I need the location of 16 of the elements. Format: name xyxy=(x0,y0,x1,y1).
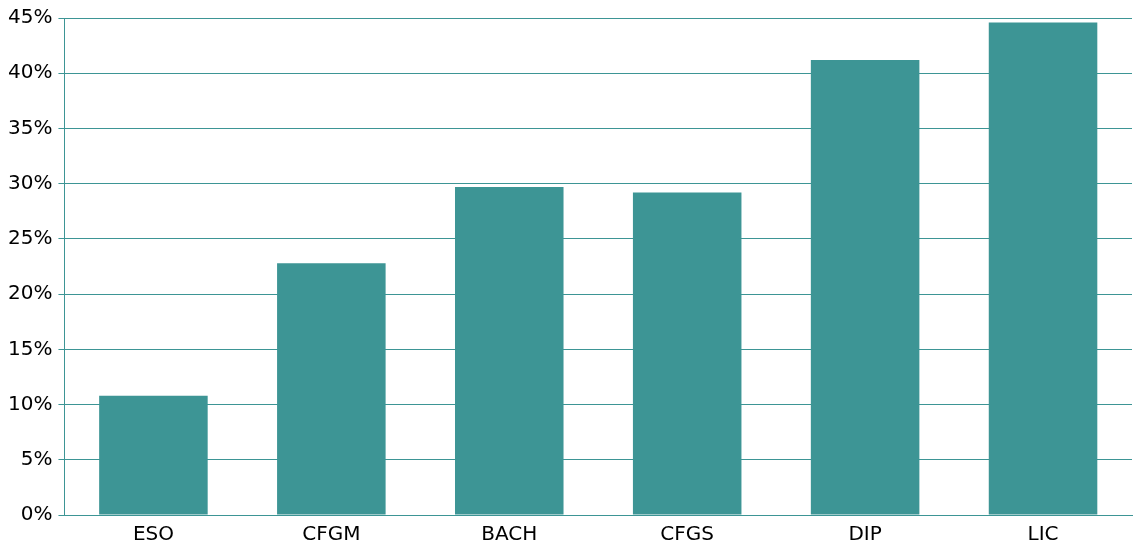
x-tick-label: BACH xyxy=(481,521,538,546)
x-tick-label: ESO xyxy=(132,521,174,546)
y-tick-label: 35% xyxy=(8,114,53,139)
y-tick-label: 20% xyxy=(8,280,53,305)
x-tick-label: CFGM xyxy=(302,521,361,546)
y-tick-label: 5% xyxy=(20,445,53,470)
x-tick-label: LIC xyxy=(1027,521,1059,546)
x-tick-label: DIP xyxy=(848,521,882,546)
y-tick-label: 25% xyxy=(8,225,53,250)
y-tick-label: 30% xyxy=(8,169,53,194)
x-tick-label: CFGS xyxy=(660,521,715,546)
y-tick-label: 10% xyxy=(8,390,53,415)
y-tick-label: 40% xyxy=(8,59,53,84)
y-tick-label: 15% xyxy=(8,335,53,360)
y-tick-label: 45% xyxy=(8,4,53,29)
y-tick-label: 0% xyxy=(20,501,53,526)
